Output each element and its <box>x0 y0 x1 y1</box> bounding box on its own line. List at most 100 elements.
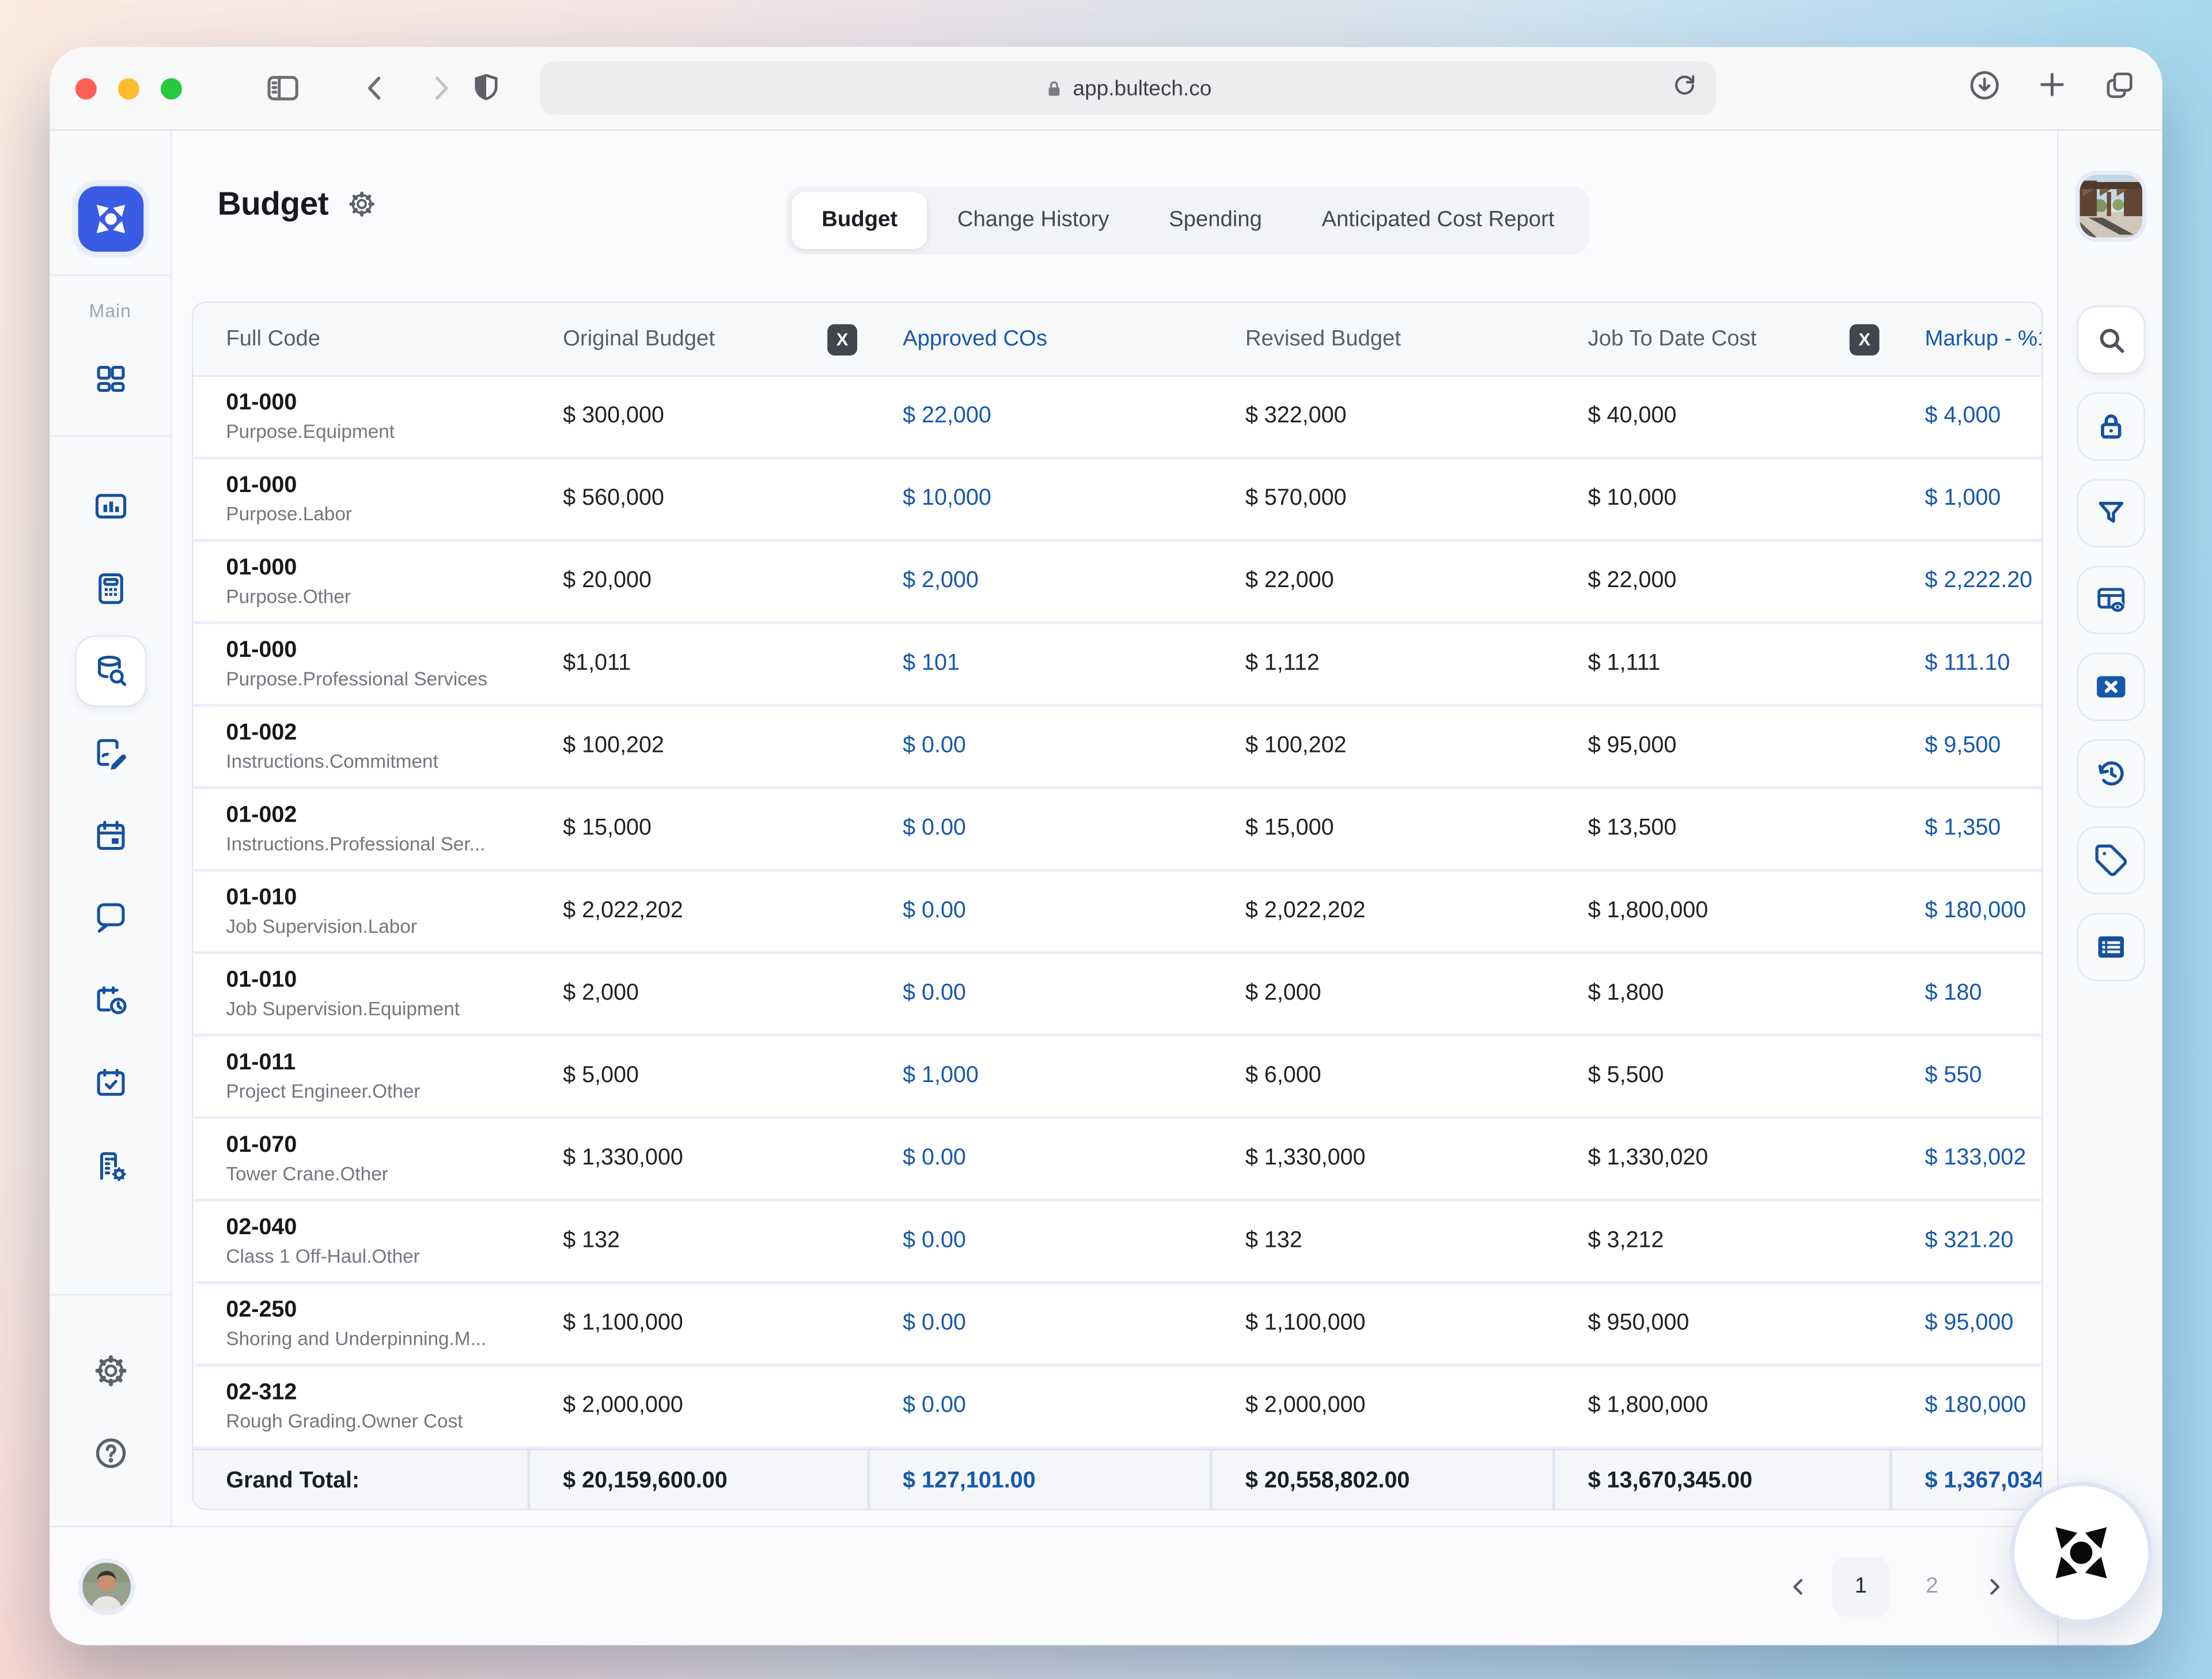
column-lock-badge[interactable]: X <box>1850 323 1880 354</box>
row-description: Purpose.Equipment <box>226 421 530 442</box>
tab-spending[interactable]: Spending <box>1139 192 1291 249</box>
column-full-code[interactable]: Full Code <box>194 326 531 351</box>
cell-markup[interactable]: $ 180,000 <box>1892 1394 2041 1419</box>
cell-markup[interactable]: $ 550 <box>1892 1064 2041 1089</box>
tab-budget[interactable]: Budget <box>792 192 927 249</box>
table-row[interactable]: 01-010 Job Supervision.Equipment $ 2,000… <box>194 954 2041 1037</box>
tab-anticipated-cost-report[interactable]: Anticipated Cost Report <box>1292 192 1585 249</box>
table-row[interactable]: 02-040 Class 1 Off-Haul.Other $ 132 $ 0.… <box>194 1201 2041 1284</box>
sidebar-item-tasks[interactable] <box>75 1048 146 1119</box>
table-row[interactable]: 01-000 Purpose.Equipment $ 300,000 $ 22,… <box>194 377 2041 459</box>
sidebar-item-schedule[interactable] <box>75 966 146 1037</box>
table-row[interactable]: 01-002 Instructions.Professional Ser... … <box>194 789 2041 872</box>
sidebar-item-dashboard[interactable] <box>75 344 146 415</box>
sidebar-item-reports[interactable] <box>75 471 146 542</box>
tag-button[interactable] <box>2076 826 2144 894</box>
cell-approved-cos[interactable]: $ 0.00 <box>870 1311 1213 1336</box>
cell-approved-cos[interactable]: $ 101 <box>870 651 1213 676</box>
cell-markup[interactable]: $ 1,000 <box>1892 486 2041 512</box>
new-tab-icon[interactable] <box>2036 68 2069 108</box>
cell-approved-cos[interactable]: $ 0.00 <box>870 1394 1213 1419</box>
column-approved-cos[interactable]: Approved COs <box>870 326 1213 351</box>
cell-markup[interactable]: $ 321.20 <box>1892 1228 2041 1254</box>
main-content: Budget Budget Change History Spending An… <box>172 131 2057 1526</box>
cell-approved-cos[interactable]: $ 0.00 <box>870 816 1213 842</box>
back-icon[interactable] <box>358 71 392 105</box>
table-row[interactable]: 01-002 Instructions.Commitment $ 100,202… <box>194 707 2041 789</box>
sidebar-item-messages[interactable] <box>75 883 146 954</box>
cell-approved-cos[interactable]: $ 2,000 <box>870 569 1213 594</box>
budget-settings-icon[interactable] <box>347 189 377 219</box>
sidebar-item-contracts[interactable] <box>75 718 146 789</box>
tab-change-history[interactable]: Change History <box>927 192 1139 249</box>
cell-approved-cos[interactable]: $ 10,000 <box>870 486 1213 512</box>
column-markup[interactable]: Markup - %1 <box>1892 326 2041 351</box>
cell-full-code: 01-000 Purpose.Other <box>194 556 531 607</box>
address-bar[interactable]: app.bultech.co <box>540 61 1716 115</box>
sidebar-item-estimates[interactable] <box>75 553 146 624</box>
project-photo-thumbnail[interactable] <box>2079 175 2142 238</box>
filter-button[interactable] <box>2076 479 2144 547</box>
table-view-button[interactable] <box>2076 566 2144 634</box>
zoom-window-button[interactable] <box>161 77 182 99</box>
user-avatar[interactable] <box>82 1563 131 1611</box>
cell-approved-cos[interactable]: $ 1,000 <box>870 1064 1213 1089</box>
cell-approved-cos[interactable]: $ 0.00 <box>870 899 1213 924</box>
cell-approved-cos[interactable]: $ 0.00 <box>870 1146 1213 1171</box>
app-logo[interactable] <box>77 186 143 252</box>
sidebar-toggle-icon[interactable] <box>264 70 301 107</box>
column-job-to-date-cost[interactable]: Job To Date Cost X <box>1555 323 1892 354</box>
history-button[interactable] <box>2076 739 2144 807</box>
page-number-2[interactable]: 2 <box>1903 1557 1960 1617</box>
table-row[interactable]: 01-011 Project Engineer.Other $ 5,000 $ … <box>194 1037 2041 1119</box>
sidebar-item-company[interactable] <box>75 1130 146 1201</box>
forward-icon[interactable] <box>423 71 457 105</box>
cell-markup[interactable]: $ 1,350 <box>1892 816 2041 842</box>
sidebar-item-budget[interactable] <box>75 636 146 706</box>
cell-markup[interactable]: $ 180 <box>1892 981 2041 1007</box>
table-row[interactable]: 01-070 Tower Crane.Other $ 1,330,000 $ 0… <box>194 1119 2041 1201</box>
cell-markup[interactable]: $ 133,002 <box>1892 1146 2041 1171</box>
shield-icon[interactable] <box>469 71 503 105</box>
cell-approved-cos[interactable]: $ 0.00 <box>870 733 1213 759</box>
cell-markup[interactable]: $ 2,222.20 <box>1892 569 2041 594</box>
column-revised-budget[interactable]: Revised Budget <box>1213 326 1555 351</box>
grand-total-jtd: $ 13,670,345.00 <box>1555 1450 1892 1510</box>
search-button[interactable] <box>2076 306 2144 374</box>
next-page-icon[interactable] <box>1975 1567 2014 1607</box>
downloads-icon[interactable] <box>1968 67 2002 109</box>
cell-approved-cos[interactable]: $ 0.00 <box>870 1228 1213 1254</box>
cell-original-budget: $ 2,000,000 <box>531 1394 870 1419</box>
minimize-window-button[interactable] <box>118 77 139 99</box>
cell-revised-budget: $ 1,112 <box>1213 651 1555 676</box>
cell-markup[interactable]: $ 4,000 <box>1892 404 2041 429</box>
column-original-budget[interactable]: Original Budget X <box>531 323 870 354</box>
data-table-button[interactable] <box>2076 913 2144 981</box>
cell-markup[interactable]: $ 180,000 <box>1892 899 2041 924</box>
sidebar-item-calendar[interactable] <box>75 800 146 871</box>
sidebar-help[interactable] <box>75 1417 146 1488</box>
close-window-button[interactable] <box>75 77 97 99</box>
row-code: 01-010 <box>226 886 530 911</box>
cell-approved-cos[interactable]: $ 0.00 <box>870 981 1213 1007</box>
table-row[interactable]: 02-250 Shoring and Underpinning.M... $ 1… <box>194 1284 2041 1366</box>
cell-approved-cos[interactable]: $ 22,000 <box>870 404 1213 429</box>
column-lock-badge[interactable]: X <box>827 323 857 354</box>
row-code: 01-011 <box>226 1051 530 1076</box>
table-row[interactable]: 01-000 Purpose.Other $ 20,000 $ 2,000 $ … <box>194 542 2041 624</box>
tab-overview-icon[interactable] <box>2103 67 2137 109</box>
cell-job-to-date-cost: $ 5,500 <box>1555 1064 1892 1089</box>
cell-markup[interactable]: $ 111.10 <box>1892 651 2041 676</box>
reload-icon[interactable] <box>1671 71 1699 105</box>
lock-button[interactable] <box>2076 392 2144 460</box>
sidebar-settings[interactable] <box>75 1335 146 1406</box>
table-row[interactable]: 01-000 Purpose.Professional Services $1,… <box>194 624 2041 706</box>
excel-export-button[interactable] <box>2076 653 2144 721</box>
table-row[interactable]: 01-010 Job Supervision.Labor $ 2,022,202… <box>194 872 2041 954</box>
cell-markup[interactable]: $ 95,000 <box>1892 1311 2041 1336</box>
cell-markup[interactable]: $ 9,500 <box>1892 733 2041 759</box>
page-number-1[interactable]: 1 <box>1832 1557 1889 1617</box>
table-row[interactable]: 02-312 Rough Grading.Owner Cost $ 2,000,… <box>194 1367 2041 1449</box>
previous-page-icon[interactable] <box>1778 1567 1818 1607</box>
table-row[interactable]: 01-000 Purpose.Labor $ 560,000 $ 10,000 … <box>194 459 2041 542</box>
